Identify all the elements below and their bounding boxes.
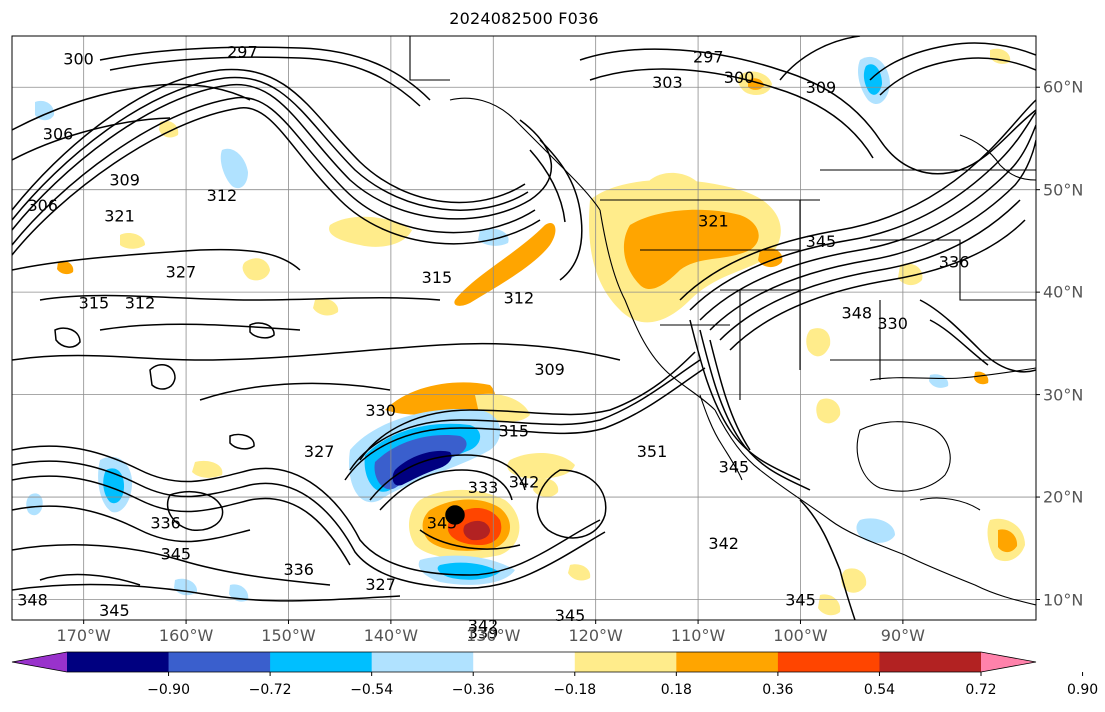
- lat-tick-label: 10°N: [1043, 590, 1084, 609]
- shaded-field: [26, 48, 1025, 616]
- map-title: 2024082500 F036: [449, 9, 599, 28]
- colorbar-tick-label: −0.90: [147, 682, 190, 698]
- colorbar-tick-label: −0.54: [350, 682, 394, 698]
- contour-label: 297: [693, 47, 724, 66]
- contour-label: 300: [63, 50, 94, 69]
- contour-label: 345: [806, 232, 837, 251]
- colorbar-segment: [67, 652, 170, 672]
- contour-label: 321: [698, 211, 729, 230]
- contour-label: 327: [304, 442, 335, 461]
- colorbar-segment: [371, 652, 474, 672]
- contour-label: 348: [842, 304, 873, 323]
- colorbar-tick-label: 0.36: [762, 682, 794, 698]
- lat-tick-label: 50°N: [1043, 180, 1084, 200]
- colorbar-tick-label: 0.72: [965, 682, 997, 698]
- contour-label: 351: [637, 442, 668, 461]
- lon-tick-label: 160°W: [158, 626, 214, 645]
- contour-label: 330: [365, 401, 396, 420]
- contour-label: 327: [166, 263, 197, 282]
- contour-label: 315: [498, 421, 529, 440]
- contour-label: 312: [125, 293, 156, 312]
- contour-label: 321: [104, 206, 135, 225]
- contour-label: 342: [708, 534, 739, 553]
- contour-label: 309: [806, 78, 837, 97]
- contour-label: 345: [161, 544, 192, 563]
- colorbar-segment: [473, 652, 576, 672]
- contour-label: 339: [468, 623, 499, 642]
- colorbar-tick-label: 0.54: [863, 682, 896, 698]
- contour-label: 345: [99, 601, 130, 620]
- theta-contours: [12, 36, 1036, 620]
- colorbar-tick-label: −0.72: [248, 682, 292, 698]
- lon-tick-label: 90°W: [880, 626, 925, 645]
- contour-label: 345: [719, 457, 750, 476]
- contour-label: 345: [785, 591, 816, 610]
- contour-label: 309: [109, 170, 140, 189]
- colorbar-segment: [676, 652, 779, 672]
- lon-tick-label: 170°W: [56, 626, 111, 645]
- colorbar-tick-label: 0.90: [1066, 682, 1099, 698]
- lat-ticks: [1036, 86, 1040, 601]
- contour-label: 333: [468, 478, 499, 497]
- contour-label: 342: [468, 616, 499, 635]
- colorbar-extend-high: [981, 652, 1036, 672]
- colorbar-extend-low: [12, 652, 67, 672]
- colorbar-segment: [777, 652, 880, 672]
- contour-label: 300: [724, 68, 755, 87]
- lon-tick-label: 110°W: [670, 626, 726, 645]
- contour-label: 345: [427, 514, 458, 533]
- lon-tick-label: 150°W: [261, 626, 316, 645]
- contour-label: 315: [79, 293, 110, 312]
- colorbar-segment: [574, 652, 677, 672]
- contour-label: 312: [504, 288, 535, 307]
- lon-tick-label: 120°W: [568, 626, 623, 645]
- colorbar-segment: [879, 652, 982, 672]
- contour-label: 303: [652, 73, 683, 92]
- contour-label: 315: [422, 268, 453, 287]
- contour-label: 336: [939, 252, 970, 271]
- contour-label: 342: [509, 473, 540, 492]
- lat-tick-label: 60°N: [1043, 77, 1084, 97]
- lon-tick-label: 130°W: [466, 626, 521, 645]
- contour-label: 327: [365, 575, 396, 594]
- lat-tick-label: 40°N: [1043, 282, 1084, 302]
- colorbar-segment: [270, 652, 373, 672]
- contour-label: 345: [555, 606, 586, 625]
- contour-label: 306: [43, 124, 74, 143]
- colorbar-tick-label: −0.36: [451, 682, 495, 698]
- lon-ticks: [83, 620, 904, 624]
- contour-label: 348: [17, 591, 48, 610]
- contour-label: 309: [534, 360, 565, 379]
- colorbar-tick-label: 0.18: [660, 682, 692, 698]
- lon-tick-label: 100°W: [773, 626, 828, 645]
- contour-label: 336: [150, 514, 181, 533]
- lat-tick-label: 20°N: [1043, 487, 1084, 507]
- colorbar-tick-label: −0.18: [553, 682, 597, 698]
- contour-label: 330: [877, 314, 908, 333]
- coastlines: [409, 36, 1036, 606]
- contour-label: 297: [227, 42, 258, 61]
- contour-label: 336: [283, 560, 314, 579]
- contour-label: 306: [27, 196, 58, 215]
- lat-tick-label: 30°N: [1043, 385, 1084, 405]
- lon-tick-label: 140°W: [363, 626, 419, 645]
- colorbar-segment: [168, 652, 271, 672]
- contour-label: 312: [207, 186, 238, 205]
